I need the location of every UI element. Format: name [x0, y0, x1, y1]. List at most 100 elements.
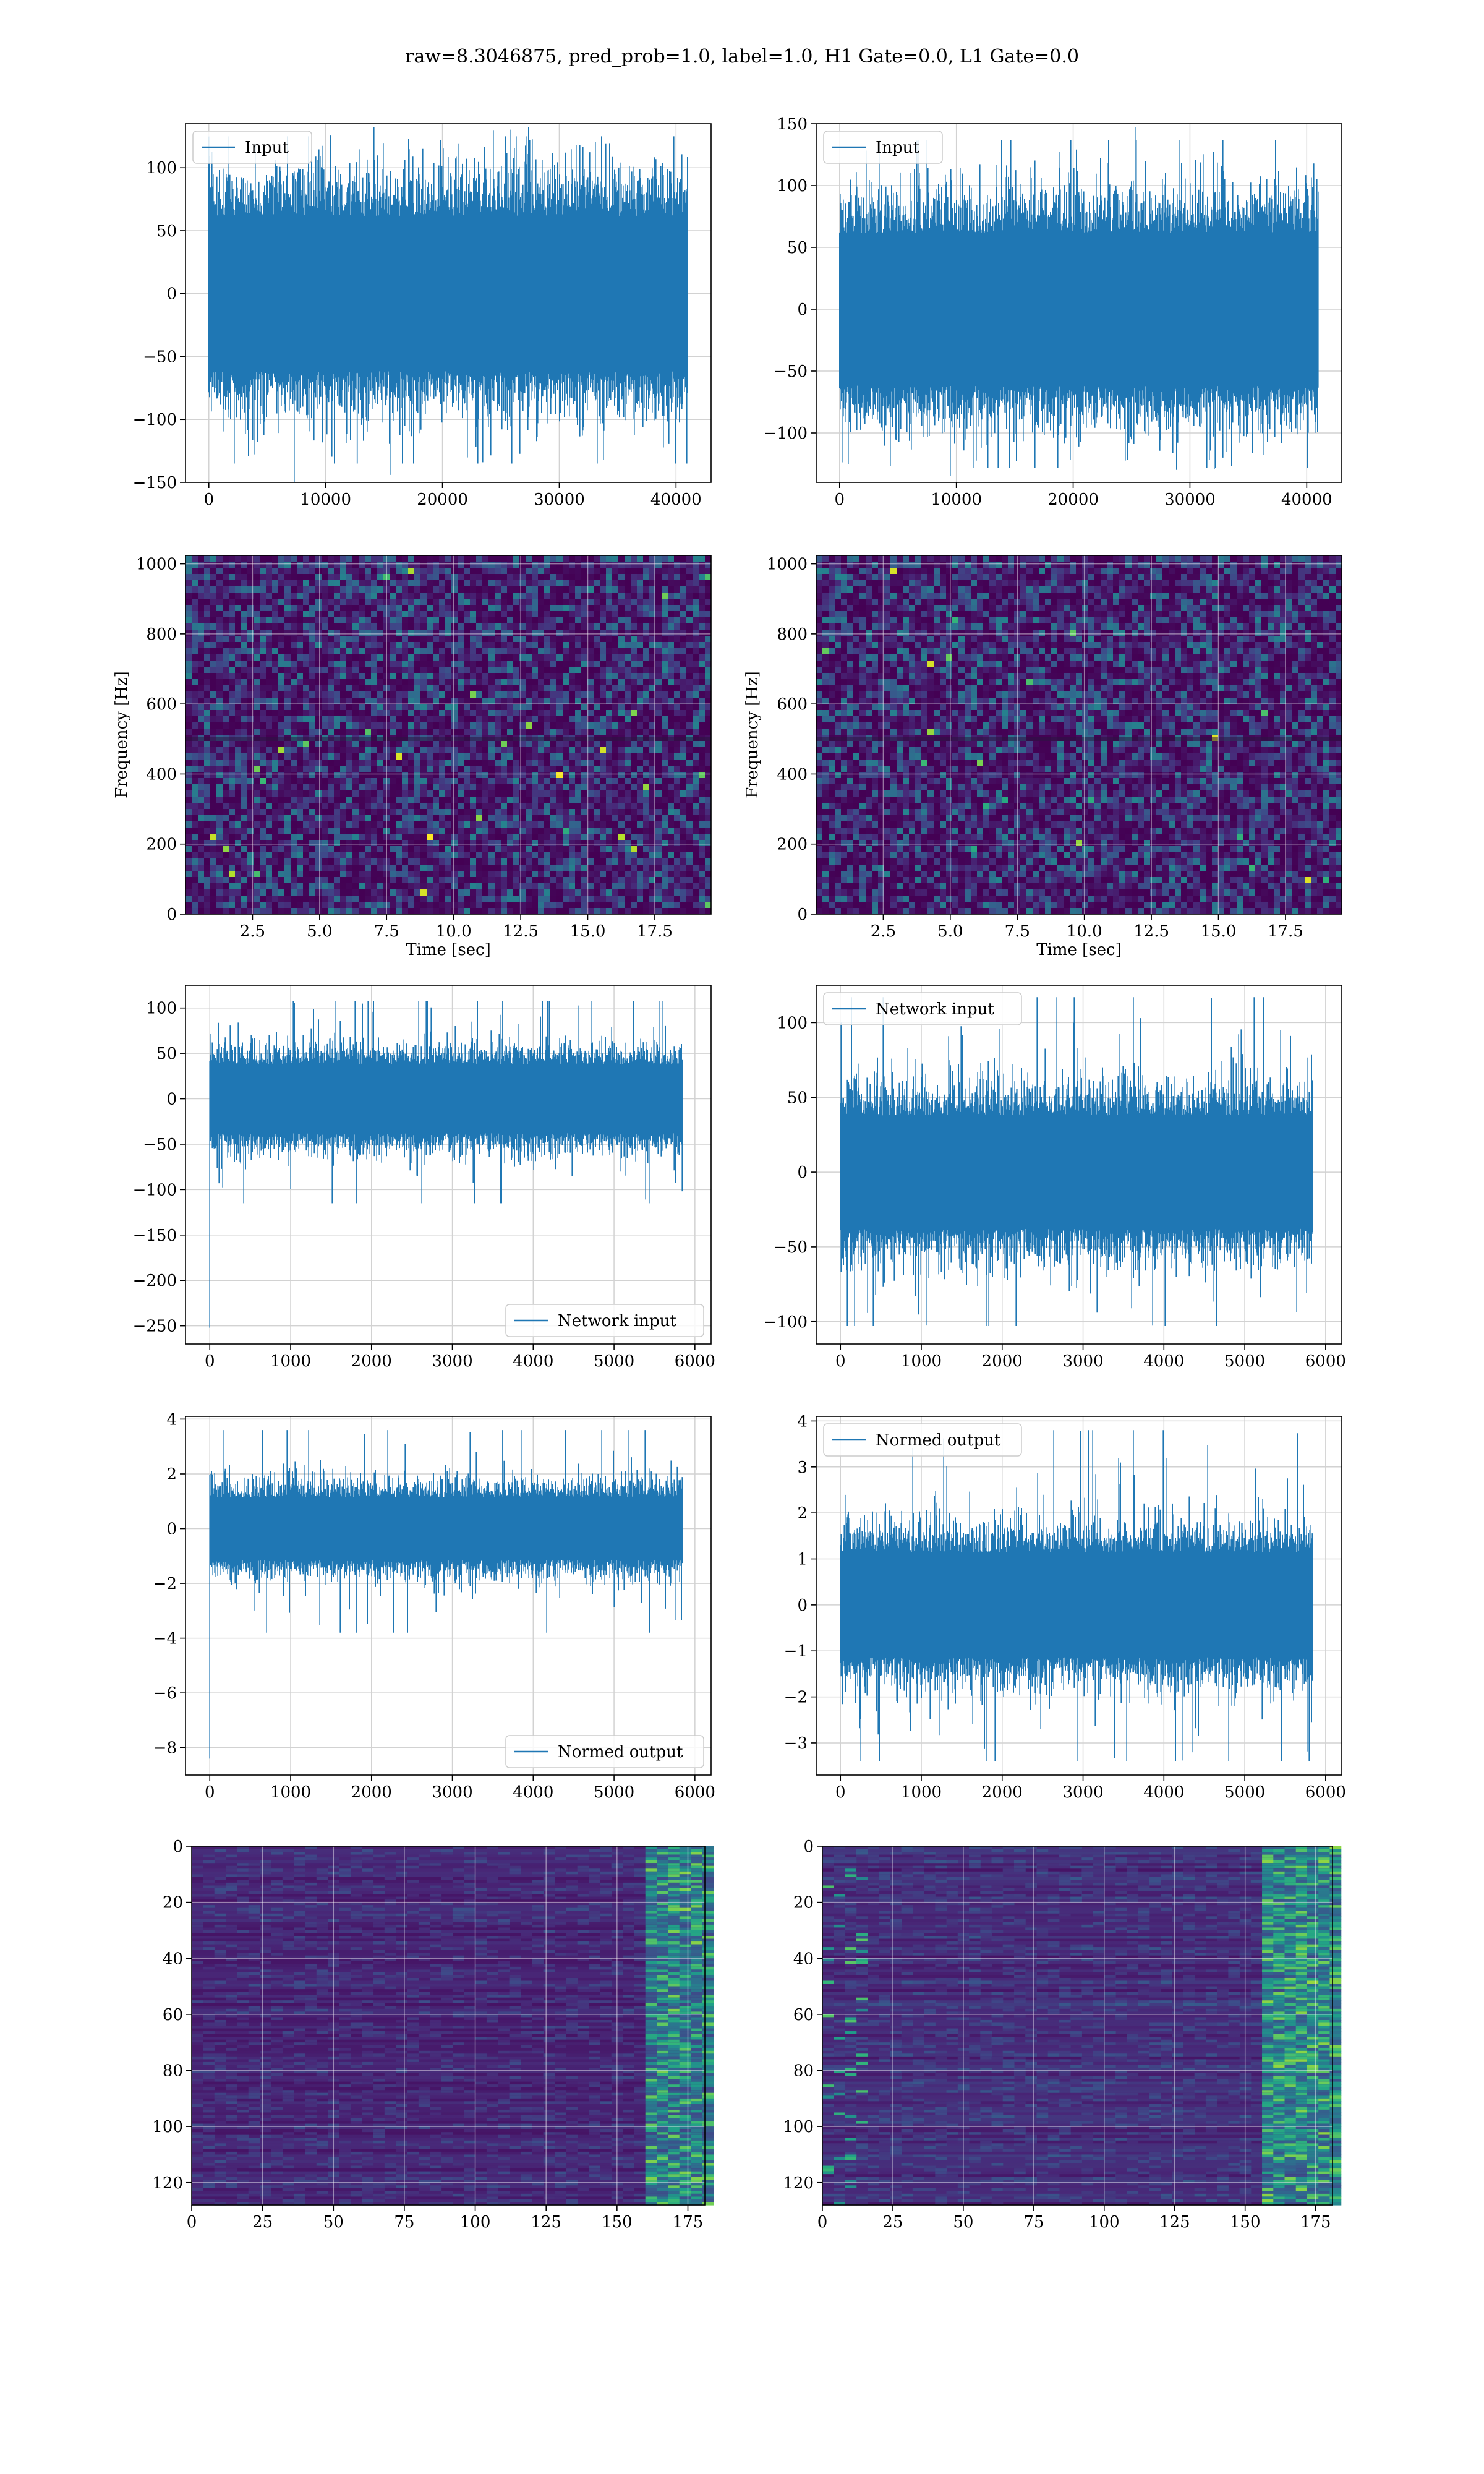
row5-right-ytick-label: 0 [803, 1838, 814, 1856]
row1-left-ytick-label: 50 [156, 222, 177, 241]
chart-row5-right: 0 25 50 75 100 125 150 175 0 20 40 60 80 100 120 [783, 1838, 1342, 2232]
row4-left-ytick-label: −6 [153, 1684, 177, 1703]
row2-right-ytick-label: 400 [777, 765, 808, 784]
row4-left-ytick-label: −2 [153, 1575, 177, 1593]
row2-right-ytick-label: 600 [777, 695, 808, 714]
row1-right-series-line [839, 127, 1319, 476]
row3-left-ytick-label: 50 [156, 1045, 177, 1063]
row5-right-xtick-label: 0 [817, 2213, 828, 2232]
row4-right-ytick-label: −1 [784, 1642, 808, 1661]
row5-left-xtick-label: 125 [531, 2213, 561, 2232]
row2-right-xtick-label: 5.0 [937, 922, 963, 941]
row1-left-series-line [208, 127, 688, 482]
row3-left-ytick-label: −50 [143, 1136, 177, 1154]
row5-right-ytick-label: 80 [793, 2062, 814, 2081]
row3-left-xtick-label: 6000 [675, 1352, 715, 1371]
row4-left-ytick-label: 0 [166, 1520, 177, 1539]
row3-left-ytick-label: −150 [133, 1226, 177, 1245]
row3-right-legend: Network input [823, 992, 1022, 1025]
row4-right-ytick-label: 1 [797, 1551, 808, 1569]
row3-right-xtick-label: 2000 [982, 1352, 1023, 1371]
row1-left-ytick-label: 100 [146, 159, 177, 178]
row1-right-xtick-label: 0 [835, 490, 845, 509]
chart-row3-left: 0 1000 2000 3000 4000 5000 6000−250−200−150−10… [133, 985, 715, 1371]
row2-left-xtick-label: 7.5 [374, 922, 399, 941]
row5-left-ytick-label: 40 [163, 1950, 183, 1968]
row1-right-legend-label: Input [876, 139, 919, 157]
row1-right-xtick-label: 20000 [1047, 490, 1099, 509]
row5-left-ytick-label: 20 [163, 1894, 183, 1912]
row1-right-ytick-label: −50 [774, 362, 808, 381]
row3-left-xtick-label: 0 [205, 1352, 215, 1371]
row1-left-xtick-label: 40000 [650, 490, 702, 509]
row1-right-legend-box [823, 131, 943, 164]
chart-row4-right: 0 1000 2000 3000 4000 5000 6000 −3 −2 −1 0 1 2 3 4 Norm… [784, 1412, 1346, 1802]
row5-left-ytick-label: 80 [163, 2062, 183, 2081]
row5-left-xtick-label: 0 [187, 2213, 197, 2232]
row1-left-xtick-label: 20000 [417, 490, 468, 509]
row2-left-xtick-label: 5.0 [307, 922, 332, 941]
row5-left-xtick-label: 50 [323, 2213, 344, 2232]
row4-right-ytick-label: 4 [797, 1412, 808, 1431]
row5-right-ytick-label: 100 [783, 2118, 814, 2136]
row1-left-legend: Input [192, 131, 312, 164]
row5-left-ytick-label: 120 [152, 2174, 183, 2193]
row1-left-legend-box [192, 131, 312, 164]
row2-left-ytick-label: 0 [166, 905, 177, 924]
row2-left-xlabel: Time [sec] [406, 941, 491, 959]
row2-left-ytick-label: 200 [146, 836, 177, 854]
row1-right-ytick-label: 150 [777, 115, 808, 134]
row4-left-legend-box [505, 1735, 704, 1768]
row5-left-ytick-label: 100 [152, 2118, 183, 2136]
row3-right-ytick-label: −50 [774, 1238, 808, 1257]
row4-right-legend-box [823, 1423, 1022, 1457]
chart-row5-left: 0 25 50 75 100 125 150 175 0 20 40 60 80 100 120 [152, 1838, 714, 2232]
row2-right-ytick-label: 1000 [767, 555, 808, 574]
row3-left-xtick-label: 2000 [351, 1352, 392, 1371]
row5-left-xtick-label: 100 [460, 2213, 491, 2232]
row1-left-legend-label: Input [245, 139, 289, 157]
row1-right-xtick-label: 40000 [1281, 490, 1333, 509]
row2-right-xtick-label: 12.5 [1133, 922, 1169, 941]
row3-right-xtick-label: 6000 [1305, 1352, 1346, 1371]
row3-left-xtick-label: 1000 [270, 1352, 311, 1371]
row2-left-xtick-label: 17.5 [637, 922, 673, 941]
row1-right-ytick-label: 50 [787, 239, 808, 257]
row3-right-legend-box [823, 992, 1022, 1025]
row5-right-xtick-label: 150 [1230, 2213, 1261, 2232]
row5-right-xtick-label: 175 [1300, 2213, 1331, 2232]
row3-right-ytick-label: 0 [797, 1163, 808, 1182]
row4-left-xtick-label: 1000 [270, 1783, 311, 1802]
row1-right-xtick-label: 10000 [931, 490, 982, 509]
row2-right-xtick-label: 7.5 [1005, 922, 1030, 941]
row5-right-xtick-label: 50 [953, 2213, 973, 2232]
row4-right-xtick-label: 0 [835, 1783, 846, 1802]
row3-right-xtick-label: 4000 [1143, 1352, 1184, 1371]
row5-left-frame [191, 1846, 706, 2206]
row3-left-xtick-label: 5000 [594, 1352, 634, 1371]
row3-left-ytick-label: −250 [133, 1317, 177, 1336]
row3-right-frame [816, 985, 1342, 1345]
row3-left-ytick-label: −100 [133, 1181, 177, 1199]
row2-right-ytick-label: 200 [777, 836, 808, 854]
row4-left-xtick-label: 6000 [675, 1783, 715, 1802]
chart-row1-left: 0 10000 20000 30000 40000 −150 −100 −50 0 50 100 In… [133, 123, 712, 509]
row1-left-ytick-label: −100 [133, 411, 177, 429]
row5-right-frame [822, 1846, 1333, 2206]
row1-right-ytick-label: 100 [777, 177, 808, 195]
row1-left-ytick-label: 0 [166, 285, 177, 304]
row4-right-xtick-label: 2000 [982, 1783, 1023, 1802]
row1-right-legend: Input [823, 131, 943, 164]
row4-right-series-line [840, 1430, 1313, 1761]
row2-left-ylabel: Frequency [Hz] [113, 671, 131, 798]
row3-left-legend: Network input [505, 1304, 704, 1337]
row3-left-frame [185, 985, 712, 1345]
chart-row2-left: 2.5 5.0 7.5 10.0 12.5 15.0 17.5 0 200 400 600 800 10… [113, 555, 712, 959]
chart-row4-left: 0 1000 2000 3000 4000 5000 6000 −8 −6 −4 −2 0 2 4 Norm… [153, 1410, 715, 1802]
row2-right-ytick-label: 0 [797, 905, 808, 924]
chart-row3-right: 0 1000 2000 3000 4000 5000 6000 −100 −50 0 50 100 Ne… [764, 985, 1346, 1371]
row4-right-xtick-label: 3000 [1062, 1783, 1103, 1802]
row4-right-ytick-label: 0 [797, 1596, 808, 1615]
row4-left-xtick-label: 5000 [594, 1783, 634, 1802]
